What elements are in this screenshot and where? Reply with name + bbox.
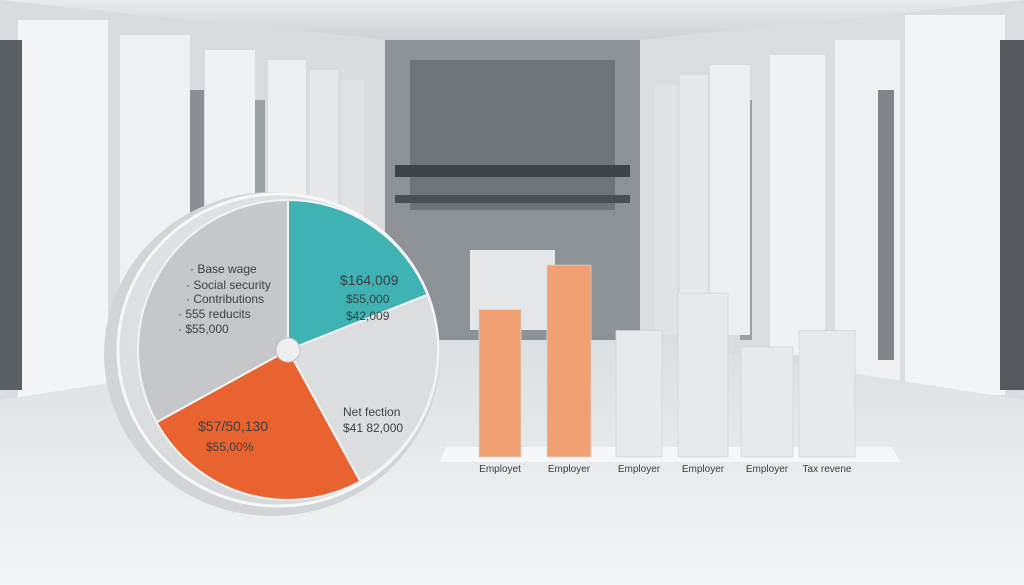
teal-slice-label-3: $42,009 [346, 309, 390, 323]
bar-category-label-5: Employer [746, 464, 789, 475]
bar-category-labels: Employet Employer Employer Employer Employer… [479, 464, 852, 475]
bar-category-label-3: Employer [618, 464, 661, 475]
pie-center-hub [275, 337, 301, 363]
pie-slices [137, 198, 439, 501]
pie-list-label-2: · Social security [186, 278, 271, 292]
pie-list-label-5: · $55,000 [178, 322, 229, 336]
orange-slice-label-2: $55,00% [206, 440, 254, 454]
gray-slice-label-2: $41 82,000 [343, 421, 404, 435]
bars [478, 264, 856, 458]
pie-slice-top-left [137, 198, 289, 424]
bar-3 [615, 330, 663, 458]
bar-5 [740, 346, 794, 458]
pie-list-label-4: · 555 reducits [178, 307, 251, 321]
pie-slice-bottom-right [286, 293, 439, 483]
pie-slice-top-right [287, 198, 429, 352]
teal-slice-label-2: $55,000 [346, 292, 390, 306]
pie-slice-bottom-left [155, 348, 362, 501]
orange-slice-label-1: $57/50,130 [198, 418, 269, 434]
bar-category-label-2: Employer [548, 464, 591, 475]
bar-category-label-6: Tax revene [803, 464, 852, 475]
pie-list-label-3: · Contributions [186, 292, 265, 306]
gray-slice-label-1: Net fection [343, 405, 401, 419]
bar-category-label-1: Employet [479, 464, 521, 475]
bar-4 [677, 292, 729, 458]
bar-6 [798, 330, 856, 458]
bar-2 [546, 264, 592, 458]
teal-slice-label-1: $164,009 [340, 272, 399, 288]
bar-category-label-4: Employer [682, 464, 725, 475]
pie-list-label-1: · Base wage [190, 262, 257, 276]
bar-1 [478, 309, 522, 458]
